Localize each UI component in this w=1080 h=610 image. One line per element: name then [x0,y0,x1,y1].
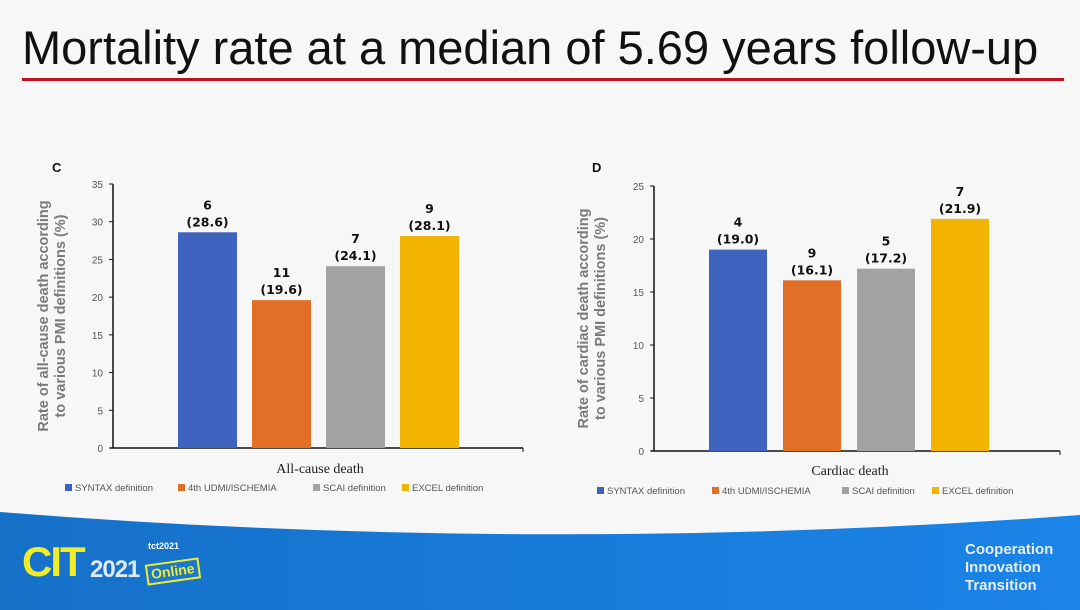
x-axis-label: Cardiac death [811,464,888,479]
y-axis-label: Rate of cardiac death according [576,209,592,429]
legend-swatch [842,487,849,494]
legend-label: EXCEL definition [942,486,1013,497]
y-tick-label: 35 [92,180,104,191]
bar-count-label: 9 [425,201,434,216]
legend-swatch [178,484,185,491]
y-tick-label: 0 [97,444,103,455]
legend-label: EXCEL definition [412,483,483,494]
bar-syntax-definition [709,249,767,451]
footer-banner [0,512,1080,610]
tct-logo: tct2021 [148,541,180,551]
bar-count-label: 4 [734,215,743,230]
bar-count-label: 9 [808,245,817,260]
bar-count-label: 7 [956,184,965,199]
bar-value-label: (19.0) [717,232,759,247]
legend-swatch [597,487,604,494]
cardiac-death-chart: D Rate of cardiac death according to vario… [576,160,1061,497]
y-tick-label: 20 [633,235,645,246]
panel-label: D [592,160,601,175]
y-tick-label: 5 [638,394,644,405]
logo-year: 2021 [90,556,140,583]
bar-excel-definition [931,218,989,451]
bar-count-label: 5 [882,234,891,249]
y-tick-label: 20 [92,293,104,304]
y-tick-label: 10 [92,369,104,380]
y-tick-label: 15 [633,288,645,299]
all-cause-death-chart: C Rate of all-cause death according to var… [36,160,524,494]
motto: Cooperation Innovation Transition [965,541,1053,595]
y-axis-label: to various PMI definitions (%) [53,214,69,417]
legend-swatch [932,487,939,494]
bar-count-label: 11 [273,265,290,280]
bar-value-label: (28.1) [408,218,450,233]
legend-swatch [712,487,719,494]
bar-value-label: (17.2) [865,251,907,266]
logo-text: CIT [22,538,86,585]
y-axis-label: to various PMI definitions (%) [593,217,609,420]
y-tick-label: 0 [638,447,644,458]
y-tick-label: 25 [92,255,104,266]
bar-value-label: (19.6) [260,282,302,297]
legend-swatch [65,484,72,491]
y-tick-label: 30 [92,218,104,229]
bar-scai-definition [857,268,915,451]
legend-swatch [313,484,320,491]
y-tick-label: 5 [97,406,103,417]
motto-line: Transition [965,577,1037,594]
bar-4th-udmi-ischemia [252,300,311,448]
bar-value-label: (16.1) [791,262,833,277]
legend-swatch [402,484,409,491]
bar-scai-definition [326,266,385,448]
bar-value-label: (24.1) [334,248,376,263]
motto-line: Cooperation [965,541,1054,558]
title-underline [22,78,1064,81]
y-tick-label: 15 [92,331,104,342]
bar-count-label: 6 [203,197,212,212]
legend-label: SYNTAX definition [607,486,685,497]
panel-label: C [52,160,62,175]
bar-syntax-definition [178,232,237,448]
legend-label: 4th UDMI/ISCHEMIA [722,486,811,497]
bar-count-label: 7 [351,231,360,246]
slide-title: Mortality rate at a median of 5.69 years… [22,21,1039,74]
legend-label: SCAI definition [323,483,386,494]
y-axis-label: Rate of all-cause death according [36,200,52,431]
motto-line: Innovation [965,559,1041,576]
legend-label: SYNTAX definition [75,483,153,494]
bar-excel-definition [400,236,459,448]
legend-label: SCAI definition [852,486,915,497]
y-tick-label: 10 [633,341,645,352]
cit-logo: CIT [22,538,86,586]
bar-value-label: (28.6) [186,214,228,229]
y-tick-label: 25 [633,182,645,193]
legend-label: 4th UDMI/ISCHEMIA [188,483,277,494]
x-axis-label: All-cause death [276,462,363,477]
bar-value-label: (21.9) [939,201,981,216]
bar-4th-udmi-ischemia [783,280,841,451]
